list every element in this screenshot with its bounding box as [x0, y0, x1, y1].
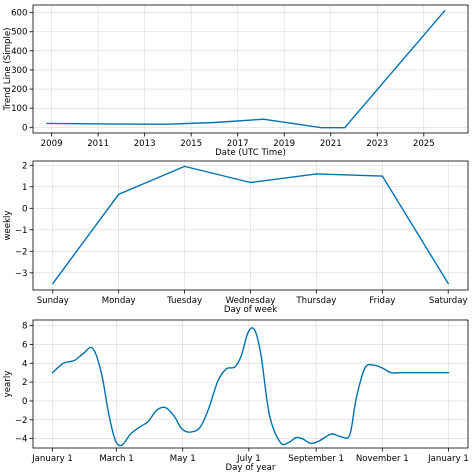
y-tick-label: −1	[15, 226, 28, 236]
x-axis-title: Day of year	[226, 463, 276, 473]
x-tick-label: Sunday	[37, 296, 69, 306]
y-tick-label: 2	[22, 378, 27, 388]
x-tick-label: 2019	[273, 139, 295, 149]
x-tick-label: 2017	[227, 139, 249, 149]
x-tick-label: Friday	[369, 296, 395, 306]
x-tick-label: January 1	[31, 454, 73, 464]
x-tick-label: November 1	[356, 454, 409, 464]
y-tick-label: 6	[22, 340, 27, 350]
x-axis-title: Day of week	[224, 305, 277, 315]
x-tick-label: 2013	[134, 139, 156, 149]
chart-panel-1: 2009 2011 2013 2015 2017 2019 2021 2023 2025 0 100…	[3, 4, 469, 158]
x-tick-label: 2023	[366, 139, 388, 149]
y-tick-label: 500	[11, 28, 27, 38]
y-tick-label: 200	[11, 85, 27, 95]
y-tick-label: 600	[11, 9, 27, 19]
chart-panel-2: Sunday Monday Tuesday Wednesday Thursday Frid…	[3, 160, 469, 315]
y-tick-label: 300	[11, 66, 27, 76]
plot-frame	[32, 4, 469, 134]
x-tick-label: 2021	[320, 139, 342, 149]
y-tick-label: 0	[22, 123, 27, 133]
x-tick-label: 2025	[413, 139, 435, 149]
x-tick-label: 2011	[87, 139, 109, 149]
x-tick-label: 2015	[180, 139, 202, 149]
y-tick-label: −4	[15, 435, 28, 445]
x-tick-label: September 1	[288, 454, 344, 464]
y-tick-label: 8	[22, 322, 27, 332]
y-tick-label: 1	[22, 183, 27, 193]
y-tick-label: 0	[22, 397, 27, 407]
x-tick-label: May 1	[170, 454, 196, 464]
x-tick-label: Saturday	[429, 296, 468, 306]
y-tick-label: 4	[22, 359, 27, 369]
x-tick-label: July 1	[236, 454, 261, 464]
series-line-1	[52, 165, 449, 285]
chart-panel-3: January 1 March 1 May 1 July 1 September 1 No…	[3, 319, 469, 473]
x-tick-label: 2009	[41, 139, 63, 149]
y-tick-label: −2	[15, 416, 28, 426]
y-tick-label: 100	[11, 104, 27, 114]
y-tick-label: 0	[22, 204, 27, 214]
x-tick-label: Wednesday	[226, 296, 276, 306]
y-tick-label: 400	[11, 47, 27, 57]
y-axis-title: yearly	[3, 371, 13, 398]
y-axis-title: Trend Line (Simple)	[3, 28, 13, 112]
x-tick-label: Tuesday	[166, 296, 202, 306]
x-tick-label: Thursday	[295, 296, 336, 306]
y-tick-label: −2	[15, 247, 28, 257]
y-tick-label: −3	[15, 269, 28, 279]
x-tick-label: Monday	[102, 296, 136, 306]
y-axis-title: weekly	[3, 210, 13, 240]
x-tick-label: March 1	[99, 454, 133, 464]
x-axis-title: Date (UTC Time)	[215, 148, 286, 158]
series-line-1	[46, 10, 446, 129]
y-tick-label: 2	[22, 161, 27, 171]
series-line-1	[51, 327, 450, 447]
x-tick-label: January 1	[427, 454, 469, 464]
plot-frame	[32, 319, 469, 449]
